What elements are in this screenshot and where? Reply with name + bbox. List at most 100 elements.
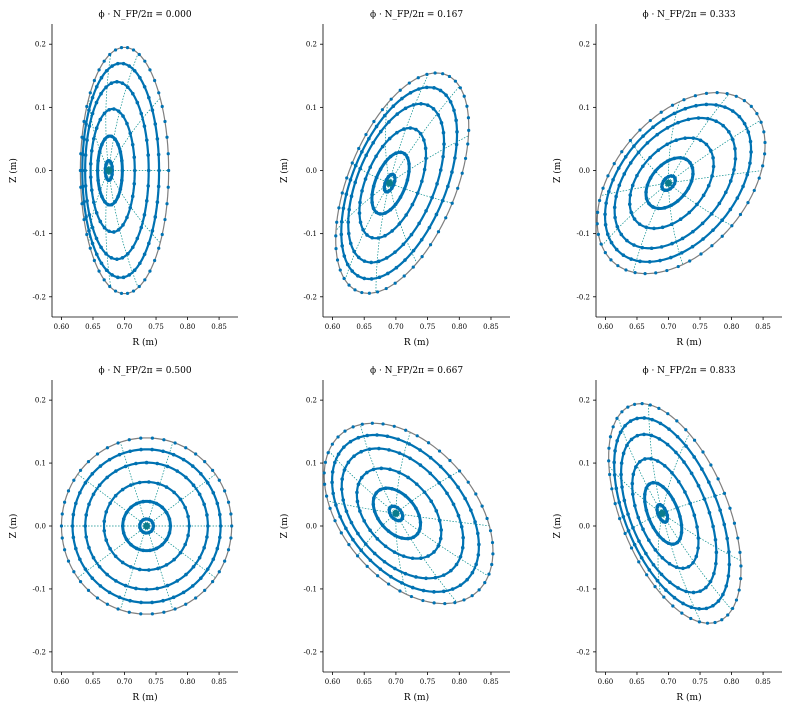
flux-point	[325, 494, 329, 498]
panel-title: ϕ · N_FP/2π = 0.333	[642, 10, 735, 20]
flux-point	[414, 506, 418, 511]
flux-point	[117, 452, 122, 457]
flux-point	[441, 589, 446, 594]
flux-point	[92, 78, 96, 83]
flux-point	[164, 563, 169, 567]
flux-point	[383, 486, 388, 491]
flux-point	[732, 521, 737, 525]
flux-point	[645, 573, 649, 577]
flux-point	[372, 551, 377, 556]
flux-point	[334, 246, 338, 251]
flux-point	[400, 96, 404, 101]
flux-point	[675, 540, 680, 545]
flux-point	[84, 215, 88, 219]
flux-point	[680, 236, 685, 241]
flux-point	[134, 461, 138, 466]
flux-point	[361, 227, 365, 232]
flux-point	[636, 515, 641, 520]
flux-point	[487, 572, 491, 576]
flux-point	[356, 531, 360, 536]
flux-point	[107, 457, 112, 462]
flux-point	[362, 519, 366, 523]
flux-point	[104, 268, 109, 273]
flux-point	[153, 258, 157, 263]
flux-point	[90, 472, 95, 476]
flux-point	[603, 251, 607, 255]
flux-point	[712, 571, 716, 576]
panel-1: 0.60 0.65 0.70 0.75 0.80 0.85 -0.2 -0.1 0.0 0.1 0.…	[8, 10, 238, 348]
flux-point	[674, 565, 679, 570]
flux-point	[632, 217, 637, 221]
flux-point	[139, 436, 143, 440]
flux-point	[450, 201, 454, 205]
x-axis-title: R (m)	[404, 337, 429, 348]
flux-point	[383, 160, 388, 164]
flux-point	[671, 604, 675, 608]
flux-point	[387, 510, 392, 515]
flux-point	[470, 570, 475, 575]
flux-point	[623, 155, 628, 159]
flux-point	[345, 176, 349, 180]
flux-point	[605, 232, 610, 237]
flux-point	[608, 435, 613, 439]
y-axis-title: Z (m)	[8, 514, 19, 539]
flux-point	[342, 468, 347, 472]
flux-point	[105, 475, 109, 480]
flux-point	[125, 46, 130, 50]
flux-point	[94, 100, 99, 105]
magnetic-axis	[105, 167, 113, 174]
flux-point	[348, 439, 353, 444]
flux-point	[359, 548, 363, 553]
flux-point	[401, 242, 406, 247]
flux-point	[153, 215, 158, 219]
flux-point	[458, 554, 463, 559]
x-tick-label: 0.70	[388, 678, 404, 686]
flux-point	[146, 517, 151, 522]
flux-point	[603, 212, 607, 217]
flux-point	[344, 192, 349, 196]
flux-point	[66, 489, 71, 493]
flux-point	[454, 118, 458, 123]
flux-point	[655, 132, 659, 137]
flux-point	[628, 193, 633, 197]
flux-point	[356, 435, 361, 440]
flux-point	[396, 489, 401, 494]
flux-point	[664, 588, 668, 592]
flux-point	[691, 136, 696, 140]
flux-point	[115, 80, 119, 84]
flux-point	[342, 276, 346, 281]
flux-point	[658, 421, 663, 426]
flux-point	[362, 276, 367, 281]
flux-point	[147, 568, 151, 572]
flux-point	[736, 536, 740, 540]
flux-point	[396, 437, 401, 442]
flux-point	[334, 234, 338, 238]
flux-point	[80, 202, 84, 206]
coordinate-ray	[389, 183, 418, 264]
flux-point	[653, 585, 657, 589]
flux-point	[141, 548, 145, 553]
flux-point	[661, 485, 665, 489]
flux-point	[409, 232, 414, 237]
flux-surface	[347, 102, 446, 264]
flux-point	[162, 610, 166, 614]
flux-point	[422, 167, 427, 172]
flux-point	[611, 425, 615, 429]
flux-point	[668, 580, 672, 585]
flux-point	[129, 542, 133, 547]
y-tick-label: 0.2	[306, 397, 317, 405]
flux-point	[636, 150, 641, 155]
flux-point	[662, 206, 667, 210]
flux-point	[657, 437, 662, 441]
flux-point	[105, 160, 109, 164]
flux-point	[143, 278, 147, 282]
flux-point	[223, 489, 227, 493]
flux-point	[706, 116, 710, 121]
flux-point	[638, 259, 642, 264]
flux-point	[406, 536, 410, 541]
flux-point	[110, 273, 114, 277]
flux-point	[386, 529, 391, 533]
flux-point	[344, 526, 348, 531]
flux-point	[490, 540, 495, 545]
magnetic-axis	[386, 179, 394, 187]
